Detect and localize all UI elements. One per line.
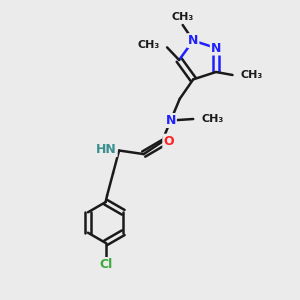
Text: Cl: Cl <box>99 258 112 271</box>
Text: N: N <box>166 114 176 127</box>
Text: CH₃: CH₃ <box>172 13 194 22</box>
Text: HN: HN <box>96 143 117 156</box>
Text: O: O <box>163 135 174 148</box>
Text: CH₃: CH₃ <box>137 40 160 50</box>
Text: CH₃: CH₃ <box>202 114 224 124</box>
Text: N: N <box>188 34 198 47</box>
Text: CH₃: CH₃ <box>241 70 263 80</box>
Text: N: N <box>211 41 221 55</box>
